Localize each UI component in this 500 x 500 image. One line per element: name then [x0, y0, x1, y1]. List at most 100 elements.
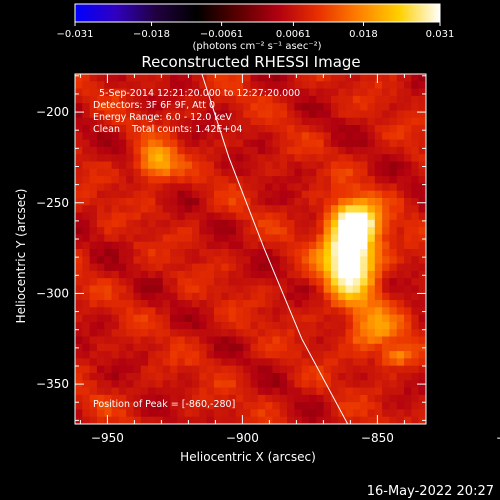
heatmap-cell	[89, 365, 98, 374]
heatmap-cell	[396, 270, 405, 279]
heatmap-cell	[352, 117, 361, 126]
heatmap-cell	[192, 168, 200, 177]
heatmap-cell	[213, 300, 222, 308]
heatmap-cell	[294, 402, 303, 411]
heatmap-cell	[111, 139, 120, 148]
heatmap-cell	[309, 263, 317, 272]
heatmap-cell	[213, 190, 222, 199]
heatmap-cell	[133, 380, 142, 389]
heatmap-cell	[162, 88, 171, 97]
heatmap-cell	[221, 416, 230, 424]
heatmap-cell	[309, 219, 317, 228]
heatmap-cell	[213, 168, 222, 177]
heatmap-cell	[265, 227, 274, 236]
heatmap-cell	[367, 314, 376, 323]
heatmap-cell	[104, 285, 113, 294]
heatmap-cell	[323, 117, 332, 126]
heatmap-cell	[345, 387, 354, 396]
heatmap-cell	[374, 278, 383, 287]
heatmap-cell	[75, 351, 83, 359]
heatmap-cell	[250, 161, 259, 170]
heatmap-cell	[411, 88, 420, 97]
heatmap-cell	[155, 168, 164, 177]
heatmap-cell	[272, 219, 281, 228]
heatmap-cell	[257, 95, 266, 104]
heatmap-cell	[345, 307, 354, 316]
heatmap-cell	[309, 270, 317, 279]
heatmap-cell	[155, 307, 164, 316]
heatmap-cell	[155, 183, 164, 192]
heatmap-cell	[279, 234, 288, 243]
heatmap-cell	[170, 358, 178, 367]
heatmap-cell	[389, 387, 398, 396]
heatmap-cell	[323, 227, 332, 236]
heatmap-cell	[330, 329, 339, 338]
heatmap-cell	[367, 176, 376, 184]
heatmap-cell	[352, 314, 361, 323]
heatmap-cell	[111, 372, 120, 381]
heatmap-cell	[177, 88, 186, 97]
heatmap-cell	[221, 292, 230, 301]
heatmap-cells	[75, 74, 426, 424]
heatmap-cell	[221, 300, 230, 308]
heatmap-cell	[367, 154, 376, 163]
heatmap-cell	[396, 372, 405, 381]
heatmap-cell	[170, 241, 178, 250]
heatmap-cell	[118, 125, 127, 133]
heatmap-cell	[294, 117, 303, 126]
heatmap-cell	[265, 219, 274, 228]
heatmap-cell	[235, 278, 244, 287]
heatmap-cell	[75, 190, 83, 199]
heatmap-cell	[374, 300, 383, 308]
heatmap-cell	[213, 372, 222, 381]
heatmap-cell	[323, 409, 332, 418]
heatmap-cell	[374, 168, 383, 177]
heatmap-cell	[287, 103, 295, 112]
heatmap-cell	[279, 212, 288, 221]
heatmap-cell	[192, 176, 200, 184]
heatmap-cell	[111, 103, 120, 112]
heatmap-cell	[301, 416, 310, 424]
heatmap-cell	[170, 343, 178, 352]
heatmap-cell	[418, 154, 426, 163]
heatmap-cell	[221, 351, 230, 359]
heatmap-cell	[389, 88, 398, 97]
heatmap-cell	[184, 95, 193, 104]
heatmap-cell	[184, 161, 193, 170]
heatmap-cell	[279, 146, 288, 155]
heatmap-cell	[250, 234, 259, 243]
heatmap-cell	[118, 387, 127, 396]
heatmap-cell	[316, 212, 325, 221]
heatmap-cell	[82, 103, 91, 112]
heatmap-cell	[243, 270, 252, 279]
heatmap-cell	[170, 270, 178, 279]
heatmap-cell	[265, 321, 274, 330]
heatmap-cell	[250, 409, 259, 418]
heatmap-cell	[199, 278, 208, 287]
heatmap-cell	[177, 190, 186, 199]
heatmap-cell	[206, 387, 215, 396]
heatmap-cell	[374, 88, 383, 97]
heatmap-cell	[389, 227, 398, 236]
heatmap-cell	[104, 110, 113, 119]
heatmap-cell	[345, 336, 354, 345]
heatmap-cell	[294, 336, 303, 345]
heatmap-cell	[338, 74, 347, 82]
heatmap-cell	[411, 321, 420, 330]
heatmap-cell	[213, 81, 222, 90]
heatmap-cell	[367, 343, 376, 352]
heatmap-cell	[309, 212, 317, 221]
heatmap-cell	[221, 314, 230, 323]
heatmap-cell	[389, 95, 398, 104]
heatmap-cell	[367, 168, 376, 177]
heatmap-cell	[352, 416, 361, 424]
heatmap-cell	[265, 402, 274, 411]
heatmap-cell	[345, 402, 354, 411]
heatmap-cell	[301, 197, 310, 206]
heatmap-cell	[418, 81, 426, 90]
heatmap-cell	[104, 351, 113, 359]
heatmap-cell	[309, 343, 317, 352]
heatmap-cell	[272, 132, 281, 141]
heatmap-cell	[133, 139, 142, 148]
heatmap-cell	[104, 212, 113, 221]
